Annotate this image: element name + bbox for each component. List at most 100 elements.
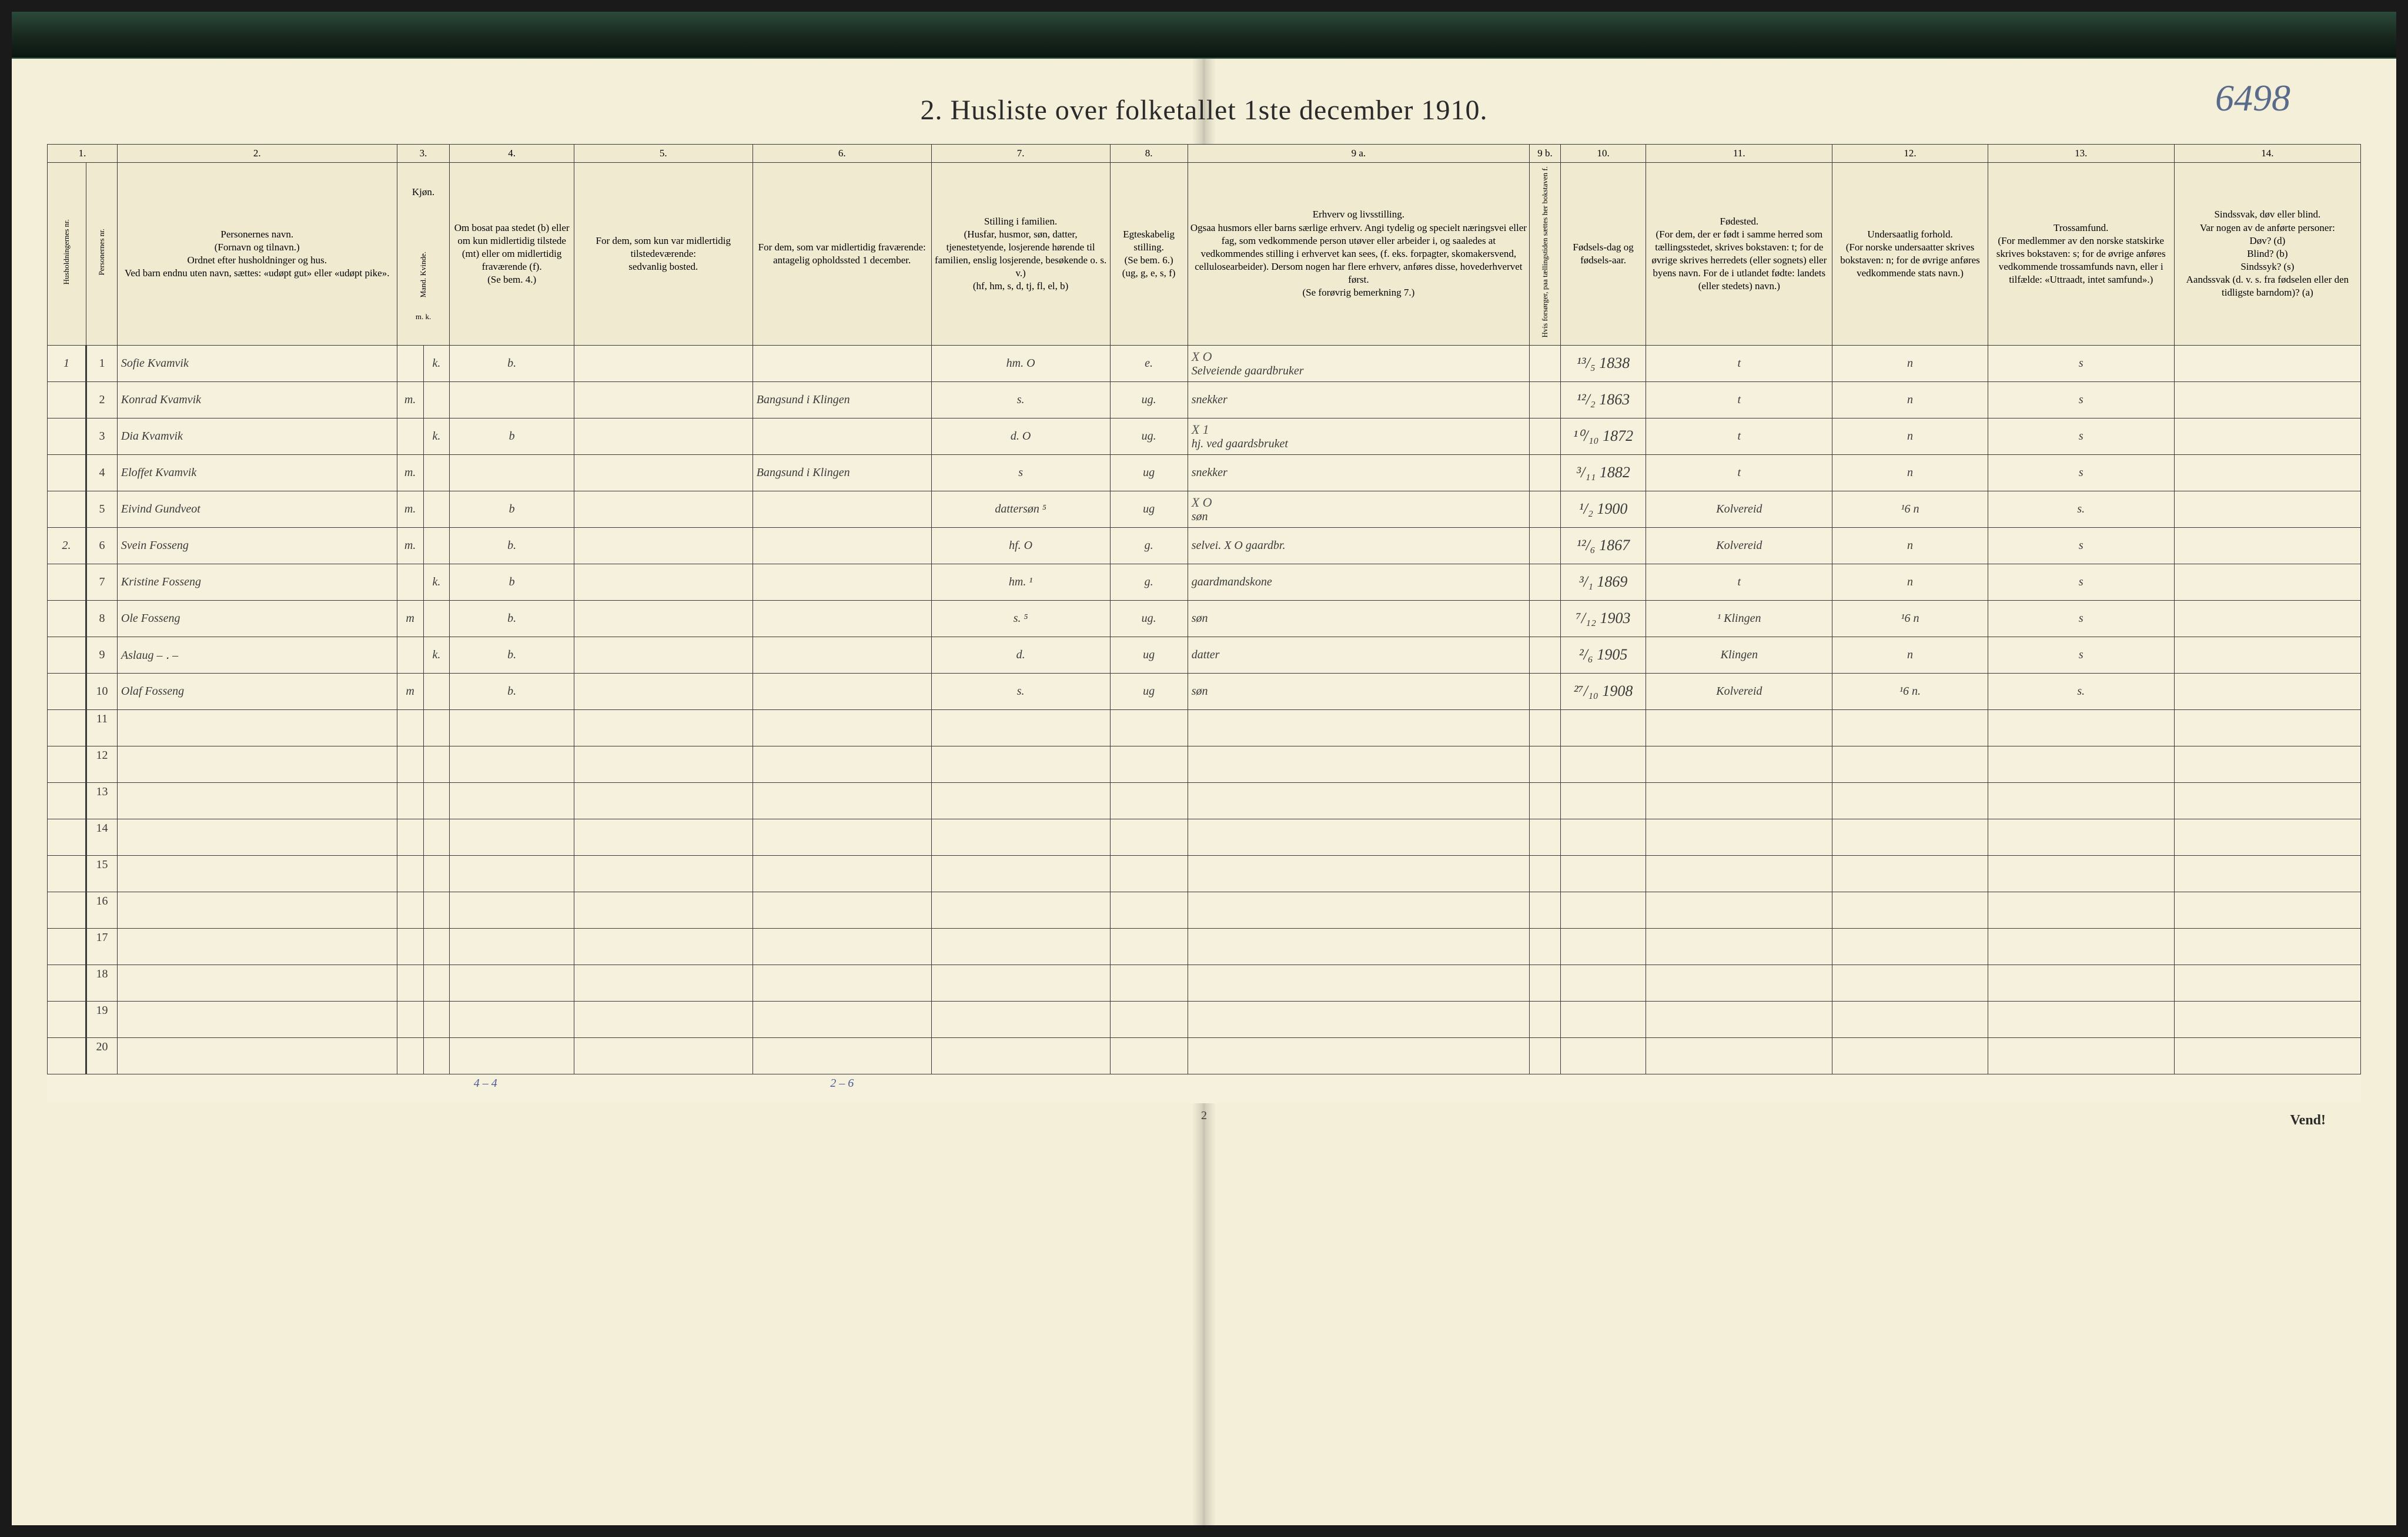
cell-empty [423, 892, 450, 928]
table-row-empty: 20 [48, 1037, 2361, 1074]
footer-page-number: 2 [47, 1109, 2361, 1123]
cell-empty [752, 709, 931, 746]
cell-empty [1646, 1001, 1832, 1037]
cell-person-nr: 5 [86, 491, 118, 527]
cell-dob: ³/₁ 1869 [1560, 564, 1646, 600]
table-row-empty: 11 [48, 709, 2361, 746]
cell-household [48, 418, 86, 454]
cell-empty [1530, 1037, 1561, 1074]
cell-household [48, 819, 86, 855]
cell-empty [1110, 1001, 1188, 1037]
header-name: Personernes navn. (Fornavn og tilnavn.) … [117, 163, 397, 345]
main-header-row: Husholdningernes nr. Personernes nr. Per… [48, 163, 2361, 345]
cell-sex-m: m [397, 673, 423, 709]
table-row-empty: 15 [48, 855, 2361, 892]
cell-disability [2174, 527, 2360, 564]
cell-sex-m [397, 564, 423, 600]
tally-2: 2 – 6 [752, 1074, 931, 1103]
cell-nationality: ¹6 n [1832, 600, 1988, 637]
cell-empty [1560, 1001, 1646, 1037]
cell-dob: ³/₁₁ 1882 [1560, 454, 1646, 491]
cell-disability [2174, 637, 2360, 673]
cell-birthplace: t [1646, 345, 1832, 381]
cell-temp-present [574, 527, 752, 564]
cell-empty [117, 965, 397, 1001]
cell-empty [423, 1037, 450, 1074]
cell-nationality: ¹6 n. [1832, 673, 1988, 709]
header-marital: Egteskabelig stilling. (Se bem. 6.) (ug,… [1110, 163, 1188, 345]
cell-empty [574, 1037, 752, 1074]
col-num-14: 14. [2174, 145, 2360, 163]
cell-empty [2174, 1037, 2360, 1074]
col-num-9b: 9 b. [1530, 145, 1561, 163]
cell-empty [1188, 855, 1529, 892]
cell-faith: s [1988, 564, 2174, 600]
cell-name: Eloffet Kvamvik [117, 454, 397, 491]
cell-empty [1832, 819, 1988, 855]
cell-sex-k: k. [423, 637, 450, 673]
cell-household [48, 381, 86, 418]
cell-household: 2. [48, 527, 86, 564]
cell-empty [574, 892, 752, 928]
cell-temp-present [574, 564, 752, 600]
cell-provider [1530, 564, 1561, 600]
cell-provider [1530, 600, 1561, 637]
cell-person-nr: 14 [86, 819, 118, 855]
cell-provider [1530, 527, 1561, 564]
cell-temp-present [574, 491, 752, 527]
cell-empty [752, 782, 931, 819]
cell-faith: s [1988, 637, 2174, 673]
col-num-12: 12. [1832, 145, 1988, 163]
cell-empty [423, 782, 450, 819]
cell-empty [397, 1001, 423, 1037]
cell-empty [1530, 746, 1561, 782]
cell-empty [423, 965, 450, 1001]
cell-birthplace: t [1646, 381, 1832, 418]
cell-empty [1988, 746, 2174, 782]
cell-empty [1832, 855, 1988, 892]
cell-empty [423, 855, 450, 892]
cell-empty [1646, 965, 1832, 1001]
cell-empty [1530, 782, 1561, 819]
cell-family-pos: d. O [931, 418, 1110, 454]
cell-empty [117, 1001, 397, 1037]
cell-empty [117, 709, 397, 746]
cell-faith: s. [1988, 491, 2174, 527]
cell-household [48, 491, 86, 527]
cell-empty [117, 782, 397, 819]
cell-person-nr: 15 [86, 855, 118, 892]
cell-family-pos: hf. O [931, 527, 1110, 564]
cell-empty [1530, 965, 1561, 1001]
cell-empty [397, 782, 423, 819]
cell-disability [2174, 491, 2360, 527]
cell-family-pos: hm. O [931, 345, 1110, 381]
cell-temp-present [574, 345, 752, 381]
cell-empty [1560, 746, 1646, 782]
cell-empty [450, 1037, 574, 1074]
cell-empty [931, 782, 1110, 819]
col-num-10: 10. [1560, 145, 1646, 163]
cell-disability [2174, 673, 2360, 709]
cell-birthplace: Klingen [1646, 637, 1832, 673]
cell-occupation: selvei. X O gaardbr. [1188, 527, 1529, 564]
cell-empty [1560, 819, 1646, 855]
cell-provider [1530, 491, 1561, 527]
cell-temp-present [574, 418, 752, 454]
cell-sex-k [423, 527, 450, 564]
cell-temp-present [574, 381, 752, 418]
cell-occupation: søn [1188, 600, 1529, 637]
column-number-row: 1. 2. 3. 4. 5. 6. 7. 8. 9 a. 9 b. 10. 11… [48, 145, 2361, 163]
cell-dob: ¹²/₂ 1863 [1560, 381, 1646, 418]
cell-sex-k [423, 673, 450, 709]
cell-birthplace: t [1646, 418, 1832, 454]
cell-empty [397, 746, 423, 782]
cell-nationality: n [1832, 381, 1988, 418]
cell-dob: ⁷/₁₂ 1903 [1560, 600, 1646, 637]
document-page: 6498 2. Husliste over folketallet 1ste d… [12, 12, 2396, 1525]
cell-household [48, 892, 86, 928]
cell-provider [1530, 454, 1561, 491]
cell-family-pos: s. [931, 381, 1110, 418]
cell-empty [450, 855, 574, 892]
cell-empty [2174, 746, 2360, 782]
cell-empty [1560, 782, 1646, 819]
